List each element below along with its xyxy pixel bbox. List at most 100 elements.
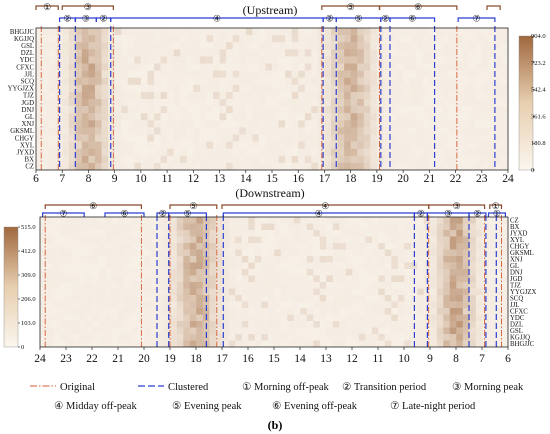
heatmap-cell <box>160 49 168 57</box>
heatmap-cell <box>254 236 262 244</box>
heatmap-cell <box>267 282 275 289</box>
heatmap-cell <box>239 148 247 156</box>
heatmap-cell <box>254 314 262 322</box>
heatmap-cell <box>108 141 115 149</box>
heatmap-cell <box>365 308 372 315</box>
heatmap-cell <box>127 99 135 107</box>
heatmap-cell <box>98 217 106 224</box>
heatmap-cell <box>339 256 346 263</box>
heatmap-cell <box>127 63 135 71</box>
heatmap-cell <box>105 308 112 315</box>
heatmap-cell <box>501 327 509 335</box>
heatmap-cell <box>317 120 325 128</box>
heatmap-cell <box>475 275 483 283</box>
heatmap-cell <box>213 148 220 156</box>
hour-tick-label: 14 <box>240 173 252 185</box>
heatmap-cell <box>66 236 73 244</box>
heatmap-cell <box>291 28 299 36</box>
heatmap-cell <box>154 134 161 142</box>
station-label: GSL <box>21 43 34 50</box>
heatmap-cell <box>137 340 145 348</box>
heatmap-cell <box>245 141 253 149</box>
heatmap-cell <box>114 63 122 71</box>
heatmap-cell <box>365 236 372 244</box>
heatmap-cell <box>488 155 496 164</box>
heatmap-cell <box>435 120 443 128</box>
heatmap-cell <box>160 113 168 121</box>
heatmap-cell <box>206 99 214 107</box>
heatmap-cell <box>222 314 229 322</box>
original-period-bracket <box>486 5 501 10</box>
heatmap-cell <box>245 77 253 85</box>
heatmap-cell <box>384 262 392 270</box>
heatmap-cell <box>280 295 288 302</box>
heatmap-cell <box>324 77 332 85</box>
heatmap-cell <box>350 91 358 100</box>
heatmap-cell <box>180 56 188 64</box>
heatmap-cell <box>468 35 476 43</box>
heatmap-cell <box>98 340 106 348</box>
heatmap-cell <box>475 56 483 64</box>
heatmap-cell <box>176 288 184 296</box>
heatmap-cell <box>430 288 437 296</box>
heatmap-cell <box>319 295 327 302</box>
heatmap-cell <box>462 106 469 114</box>
heatmap-cell <box>118 262 125 270</box>
heatmap-cell <box>449 282 457 289</box>
heatmap-cell <box>245 148 253 156</box>
original-period-bracket <box>378 5 458 10</box>
heatmap-cell <box>121 42 129 50</box>
heatmap-cell <box>118 321 125 328</box>
clustered-period-label: ⑥ <box>408 14 416 24</box>
heatmap-cell <box>462 99 469 107</box>
heatmap-cell <box>261 301 268 309</box>
clustered-period-bracket <box>104 212 145 217</box>
heatmap-cell <box>358 256 366 263</box>
heatmap-cell <box>98 236 106 244</box>
heatmap-cell <box>278 28 286 36</box>
heatmap-cell <box>469 301 476 309</box>
heatmap-cell <box>313 288 320 296</box>
heatmap-cell <box>462 230 470 237</box>
heatmap-cell <box>397 256 405 263</box>
heatmap-cell <box>147 148 155 156</box>
heatmap-cell <box>409 106 417 114</box>
heatmap-cell <box>46 301 54 309</box>
heatmap-cell <box>396 49 404 57</box>
heatmap-cell <box>455 120 463 128</box>
heatmap-cell <box>311 49 319 57</box>
heatmap-cell <box>430 340 437 348</box>
heatmap-cell <box>481 91 489 100</box>
heatmap-cell <box>140 155 148 164</box>
heatmap-cell <box>319 262 327 270</box>
heatmap-cell <box>300 243 307 250</box>
heatmap-cell <box>363 77 371 85</box>
heatmap-cell <box>92 314 99 322</box>
heatmap-cell <box>92 288 99 296</box>
heatmap-cell <box>183 288 190 296</box>
heatmap-cell <box>68 28 76 36</box>
heatmap-cell <box>313 301 320 309</box>
heatmap-cell <box>261 262 268 270</box>
heatmap-cell <box>423 282 431 289</box>
heatmap-cell <box>186 84 194 93</box>
heatmap-cell <box>409 91 417 100</box>
heatmap-cell <box>272 99 279 107</box>
heatmap-cell <box>442 56 450 64</box>
heatmap-cell <box>429 113 437 121</box>
heatmap-cell <box>124 327 132 335</box>
heatmap-cell <box>228 288 236 296</box>
heatmap-cell <box>384 223 392 231</box>
heatmap-cell <box>455 63 463 71</box>
heatmap-cell <box>163 243 171 250</box>
heatmap-cell <box>404 301 411 309</box>
heatmap-cell <box>144 256 151 263</box>
station-label: BHGJJC <box>510 341 535 348</box>
heatmap-cell <box>350 35 358 43</box>
heatmap-cell <box>134 113 142 121</box>
heatmap-cell <box>396 106 404 114</box>
heatmap-cell <box>85 262 93 270</box>
heatmap-cell <box>105 340 112 348</box>
heatmap-cell <box>62 155 70 164</box>
heatmap-cell <box>462 134 469 142</box>
